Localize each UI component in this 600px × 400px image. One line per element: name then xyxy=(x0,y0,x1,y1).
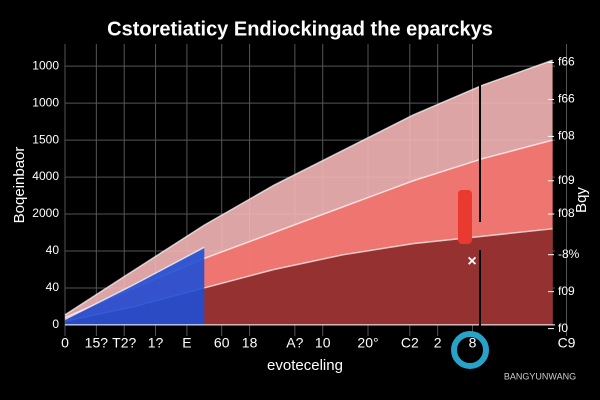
watermark: BANGYUNWANG xyxy=(504,371,576,381)
y-tick-label: 1500 xyxy=(32,132,59,146)
x-tick-label: 1? xyxy=(148,335,164,351)
x-tick-label: A? xyxy=(286,335,303,351)
area-line xyxy=(64,59,553,316)
x-tick-label: 60 xyxy=(214,335,230,351)
area-fill xyxy=(65,247,205,325)
y-tick-label: 1000 xyxy=(32,95,59,109)
y2-tick-label: f08 xyxy=(558,206,575,220)
y2-tick-label: f0 xyxy=(558,321,568,335)
y-tick-label: 4000 xyxy=(32,169,59,183)
y-tick-label: 40 xyxy=(46,280,60,294)
y2-axis-label: Bqy xyxy=(573,187,590,213)
y-tick-label: 0 xyxy=(52,317,59,331)
x-tick-label: 8 xyxy=(469,335,477,351)
y2-tick-label: -8% xyxy=(558,247,580,261)
x-tick-label: 10 xyxy=(315,335,331,351)
x-tick-label: T2? xyxy=(112,335,136,351)
plot-area xyxy=(64,44,568,336)
x-tick-label: 15? xyxy=(85,335,109,351)
x-tick-label: C9 xyxy=(558,335,576,351)
watermark-logo xyxy=(451,331,489,369)
x-tick-label: 20° xyxy=(357,335,378,351)
y-tick-label: 40 xyxy=(46,243,60,257)
x-tick-label: E xyxy=(182,335,191,351)
area-line xyxy=(64,246,205,321)
chart-title: Cstoretiaticy Endiockingad the eparckys xyxy=(107,18,493,40)
y2-tick-label: f08 xyxy=(558,129,575,143)
y2-tick-label: f66 xyxy=(558,55,575,69)
x-tick-label: 2 xyxy=(434,335,442,351)
x-tick-label: 0 xyxy=(61,335,69,351)
y2-tick-label: f09 xyxy=(558,173,575,187)
x-tick-label: 18 xyxy=(242,335,258,351)
y-axis-label: Boqeinbaor xyxy=(11,147,28,224)
y2-tick-label: f09 xyxy=(558,284,575,298)
x-axis-label: evoteceling xyxy=(267,357,343,374)
annotation: × xyxy=(467,253,476,270)
x-tick-label: C2 xyxy=(401,335,419,351)
y-tick-label: 2000 xyxy=(32,206,59,220)
y-tick-label: 1000 xyxy=(32,58,59,72)
y2-tick-label: f66 xyxy=(558,92,575,106)
marker xyxy=(458,190,472,244)
